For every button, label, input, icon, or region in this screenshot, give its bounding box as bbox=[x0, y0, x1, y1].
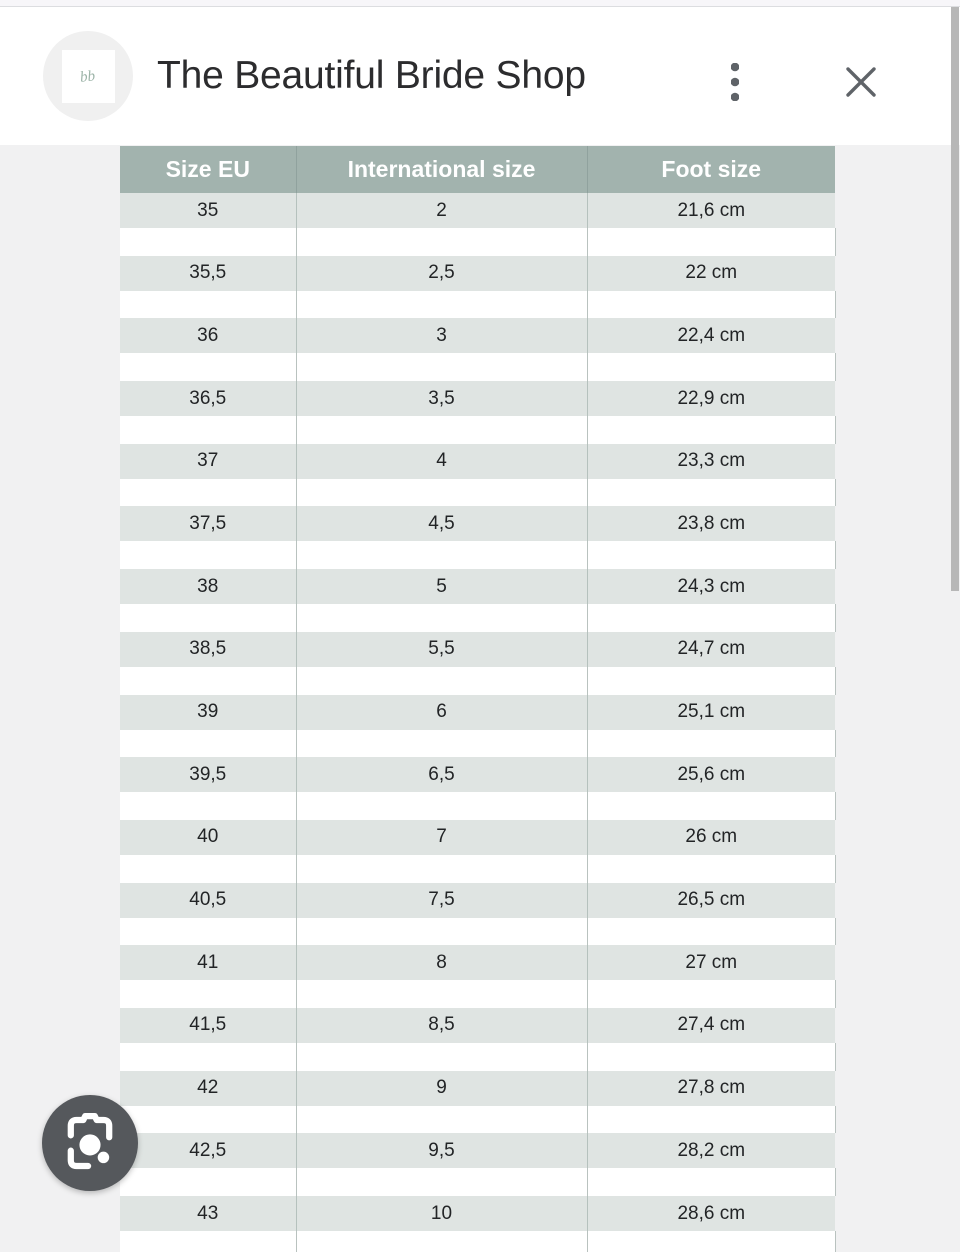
svg-text:bb: bb bbox=[79, 68, 96, 86]
